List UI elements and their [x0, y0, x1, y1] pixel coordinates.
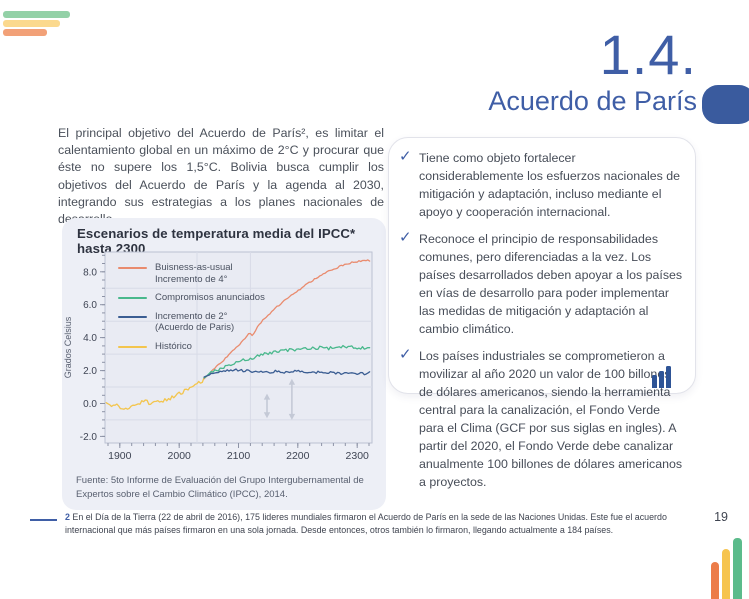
svg-text:Grados Celsius: Grados Celsius	[63, 316, 73, 378]
chart-card: Escenarios de temperatura media del IPCC…	[62, 218, 386, 510]
legend-item: Histórico	[118, 341, 265, 353]
decorative-bar-green	[733, 538, 742, 599]
key-point-item: ✓ Tiene como objeto fortalecer considera…	[399, 148, 683, 221]
svg-text:2300: 2300	[346, 450, 370, 462]
svg-text:2.0: 2.0	[83, 366, 97, 377]
decorative-bars-bottom-right	[711, 538, 742, 599]
key-point-text: Reconoce el principio de responsabilidad…	[419, 232, 683, 336]
legend-swatch	[118, 297, 147, 299]
legend-label: Buisness-as-usual Incremento de 4°	[155, 262, 233, 285]
bar-chart-icon-bar	[666, 366, 671, 388]
key-point-text: Tiene como objeto fortalecer considerabl…	[419, 151, 681, 219]
check-icon: ✓	[399, 148, 412, 165]
key-point-item: ✓ Los países industriales se comprometie…	[399, 346, 683, 491]
svg-text:2100: 2100	[227, 450, 251, 462]
svg-text:2000: 2000	[168, 450, 192, 462]
header-accent-pill	[702, 85, 749, 124]
decorative-bar-yellow	[722, 549, 730, 599]
svg-text:8.0: 8.0	[83, 267, 97, 278]
temperature-scenarios-chart: 8.0 6.0 4.0 2.0 0.0 -2.0 1900 2000 2100 2200 2300 G…	[62, 246, 386, 470]
decorative-bar-yellow	[3, 20, 60, 27]
page-title: Acuerdo de París	[488, 86, 697, 116]
svg-text:1900: 1900	[108, 450, 132, 462]
decorative-bar-orange	[711, 562, 719, 599]
legend-item: Compromisos anunciados	[118, 292, 265, 304]
footnote-rule	[30, 519, 57, 521]
key-points-panel: ✓ Tiene como objeto fortalecer considera…	[388, 137, 696, 489]
svg-text:0.0: 0.0	[83, 399, 97, 410]
legend-label: Incremento de 2° (Acuerdo de Paris)	[155, 310, 235, 334]
key-point-item: ✓ Reconoce el principio de responsabilid…	[399, 229, 683, 338]
legend-label: Compromisos anunciados	[155, 292, 265, 303]
svg-text:2200: 2200	[286, 450, 310, 462]
check-icon: ✓	[399, 229, 412, 246]
svg-text:-2.0: -2.0	[80, 432, 98, 443]
bar-chart-icon	[652, 366, 671, 388]
footnote-marker: 2	[65, 512, 70, 522]
bar-chart-icon-bar	[659, 371, 664, 388]
chart-legend: Buisness-as-usual Incremento de 4° Compro…	[118, 262, 265, 359]
decorative-bar-orange	[3, 29, 47, 36]
intro-paragraph: El principal objetivo del Acuerdo de Par…	[58, 126, 384, 226]
svg-text:6.0: 6.0	[83, 300, 97, 311]
key-point-text: Los países industriales se comprometiero…	[419, 349, 683, 489]
legend-swatch	[118, 315, 147, 318]
chart-source: Fuente: 5to Informe de Evaluación del Gr…	[76, 475, 364, 500]
page-number: 19	[714, 510, 728, 524]
section-number: 1.4.	[599, 23, 697, 86]
legend-item: Buisness-as-usual Incremento de 4°	[118, 262, 265, 285]
legend-item: Incremento de 2° (Acuerdo de Paris)	[118, 311, 265, 334]
bar-chart-icon-bar	[652, 375, 657, 388]
legend-label: Histórico	[155, 340, 192, 352]
legend-swatch	[118, 267, 147, 269]
footnote: 2 En el Día de la Tierra (22 de abril de…	[65, 511, 710, 537]
decorative-bar-green	[3, 11, 70, 18]
svg-text:4.0: 4.0	[83, 333, 97, 344]
footnote-text: En el Día de la Tierra (22 de abril de 2…	[65, 512, 667, 535]
legend-swatch	[118, 345, 147, 348]
decorative-bars-top-left	[3, 11, 70, 38]
check-icon: ✓	[399, 346, 412, 363]
